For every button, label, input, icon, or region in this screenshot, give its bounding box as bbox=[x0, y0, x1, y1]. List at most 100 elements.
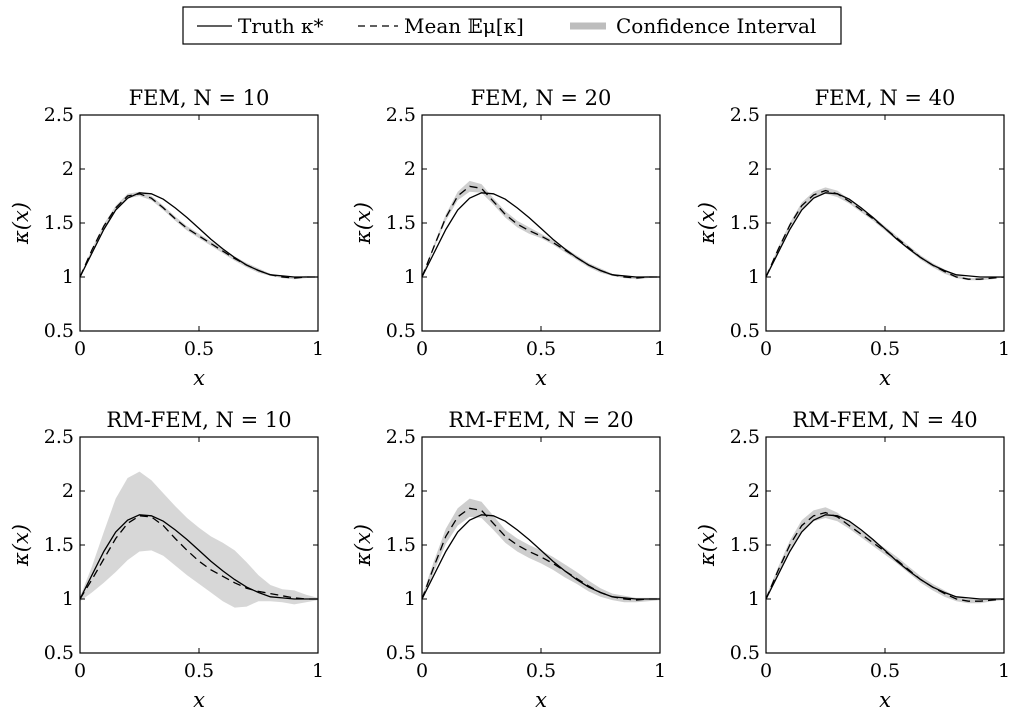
y-tick-label: 2 bbox=[748, 158, 760, 180]
confidence-band bbox=[766, 507, 1004, 604]
x-axis-label: x bbox=[193, 366, 205, 390]
legend-label-truth: Truth κ* bbox=[238, 14, 324, 38]
x-tick-label: 0.5 bbox=[870, 660, 900, 682]
confidence-band bbox=[422, 180, 660, 280]
x-axis-label: x bbox=[879, 688, 891, 712]
truth-line bbox=[421, 514, 660, 600]
panel-title: FEM, N = 40 bbox=[815, 86, 956, 110]
y-tick-label: 0.5 bbox=[44, 642, 74, 664]
mean-line bbox=[765, 511, 1005, 602]
y-tick-label: 1.5 bbox=[730, 212, 760, 234]
y-tick-label: 1 bbox=[748, 266, 760, 288]
x-tick-label: 0.5 bbox=[526, 660, 556, 682]
y-axis-label: κ(x) bbox=[351, 524, 375, 567]
y-tick-label: 0.5 bbox=[730, 320, 760, 342]
x-tick-label: 0 bbox=[416, 338, 428, 360]
x-axis-label: x bbox=[193, 688, 205, 712]
y-tick-label: 2.5 bbox=[730, 104, 760, 126]
panel-title: RM-FEM, N = 20 bbox=[448, 408, 633, 432]
y-tick-label: 1 bbox=[748, 588, 760, 610]
x-tick-label: 0 bbox=[760, 660, 772, 682]
y-tick-label: 1.5 bbox=[44, 534, 74, 556]
y-axis-label: κ(x) bbox=[9, 524, 33, 567]
x-tick-label: 0 bbox=[74, 660, 86, 682]
x-tick-label: 0 bbox=[760, 338, 772, 360]
y-tick-label: 1 bbox=[404, 266, 416, 288]
y-tick-label: 0.5 bbox=[44, 320, 74, 342]
mean-line bbox=[421, 185, 660, 279]
x-tick-label: 0.5 bbox=[526, 338, 556, 360]
y-tick-label: 2 bbox=[62, 480, 74, 502]
truth-line bbox=[765, 192, 1004, 278]
x-tick-label: 0.5 bbox=[870, 338, 900, 360]
confidence-band bbox=[766, 187, 1004, 281]
y-tick-label: 0.5 bbox=[730, 642, 760, 664]
y-axis-label: κ(x) bbox=[695, 524, 719, 567]
y-tick-label: 1 bbox=[62, 588, 74, 610]
y-tick-label: 1.5 bbox=[386, 534, 416, 556]
x-tick-label: 0.5 bbox=[184, 338, 214, 360]
legend-box bbox=[182, 6, 842, 45]
x-tick-label: 1 bbox=[654, 338, 666, 360]
x-tick-label: 1 bbox=[654, 660, 666, 682]
y-tick-label: 0.5 bbox=[386, 320, 416, 342]
y-tick-label: 1 bbox=[62, 266, 74, 288]
panel-title: RM-FEM, N = 40 bbox=[792, 408, 977, 432]
axes-frame bbox=[421, 114, 661, 332]
y-tick-label: 2.5 bbox=[386, 426, 416, 448]
x-axis-label: x bbox=[535, 688, 547, 712]
confidence-band bbox=[80, 191, 318, 280]
y-tick-label: 1.5 bbox=[730, 534, 760, 556]
axes-frame bbox=[421, 436, 661, 654]
x-tick-label: 0 bbox=[74, 338, 86, 360]
y-tick-label: 2.5 bbox=[386, 104, 416, 126]
y-axis-label: κ(x) bbox=[695, 202, 719, 245]
x-tick-label: 0.5 bbox=[184, 660, 214, 682]
y-tick-label: 2.5 bbox=[44, 426, 74, 448]
confidence-band bbox=[80, 471, 318, 608]
x-tick-label: 0 bbox=[416, 660, 428, 682]
mean-line bbox=[79, 193, 318, 279]
x-tick-label: 1 bbox=[998, 338, 1010, 360]
y-tick-label: 0.5 bbox=[386, 642, 416, 664]
y-axis-label: κ(x) bbox=[351, 202, 375, 245]
axes-frame bbox=[79, 114, 319, 332]
y-tick-label: 1.5 bbox=[44, 212, 74, 234]
axes-frame bbox=[765, 436, 1005, 654]
x-tick-label: 1 bbox=[312, 660, 324, 682]
x-tick-label: 1 bbox=[998, 660, 1010, 682]
axes-frame bbox=[765, 114, 1005, 332]
panel-title: FEM, N = 20 bbox=[471, 86, 612, 110]
y-tick-label: 2.5 bbox=[730, 426, 760, 448]
panel-title: FEM, N = 10 bbox=[129, 86, 270, 110]
y-tick-label: 2.5 bbox=[44, 104, 74, 126]
y-tick-label: 2 bbox=[748, 480, 760, 502]
x-tick-label: 1 bbox=[312, 338, 324, 360]
y-tick-label: 2 bbox=[404, 158, 416, 180]
mean-line bbox=[765, 189, 1005, 280]
y-tick-label: 1 bbox=[404, 588, 416, 610]
truth-line bbox=[765, 514, 1004, 600]
y-tick-label: 1.5 bbox=[386, 212, 416, 234]
y-tick-label: 2 bbox=[62, 158, 74, 180]
legend-label-ci: Confidence Interval bbox=[616, 14, 816, 38]
x-axis-label: x bbox=[879, 366, 891, 390]
legend: Truth κ* Mean 𝔼μ[κ] Confidence Interval bbox=[182, 6, 842, 45]
mean-line bbox=[421, 507, 660, 601]
truth-line bbox=[79, 514, 318, 600]
truth-line bbox=[79, 192, 318, 278]
y-axis-label: κ(x) bbox=[9, 202, 33, 245]
truth-line bbox=[421, 192, 660, 278]
x-axis-label: x bbox=[535, 366, 547, 390]
y-tick-label: 2 bbox=[404, 480, 416, 502]
legend-label-mean: Mean 𝔼μ[κ] bbox=[404, 14, 524, 38]
panel-title: RM-FEM, N = 10 bbox=[106, 408, 291, 432]
